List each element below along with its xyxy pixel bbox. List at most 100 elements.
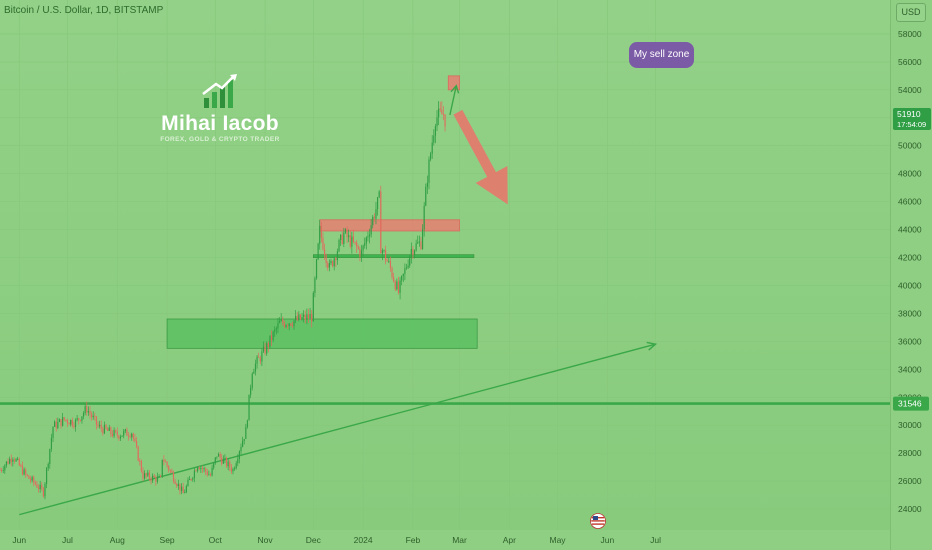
candle-body (107, 428, 109, 431)
candle-body (335, 258, 337, 261)
candle-body (360, 250, 363, 257)
candle-body (166, 461, 168, 467)
candle-body (201, 467, 204, 469)
candle-body (418, 241, 420, 243)
candle-body (217, 453, 220, 457)
candle-body (401, 276, 403, 281)
candle-body (425, 186, 427, 206)
candle-body (216, 456, 218, 458)
candle-body (76, 418, 78, 420)
candle-body (197, 467, 199, 472)
candle-body (248, 394, 250, 421)
candle-body (86, 406, 88, 413)
candle-body (306, 314, 308, 320)
candle-body (314, 278, 316, 293)
candle-body (211, 467, 213, 476)
y-tick-label: 30000 (898, 420, 922, 430)
candle-body (37, 487, 40, 490)
candle-body (282, 319, 284, 324)
candle-body (49, 449, 51, 464)
candle-body (0, 469, 1, 471)
candle-body (299, 314, 302, 320)
candle-body (311, 314, 313, 322)
y-tick-label: 42000 (898, 253, 922, 263)
candle-body (365, 237, 367, 244)
candle-body (420, 241, 422, 249)
candle-body (60, 419, 62, 426)
candle-body (386, 260, 388, 262)
candle-body (94, 415, 96, 417)
level-price-tag: 31546 (893, 396, 929, 411)
candle-body (357, 246, 359, 249)
sell-zone-label[interactable]: My sell zone (629, 42, 694, 68)
candle-body (28, 475, 30, 479)
y-tick-label: 34000 (898, 364, 922, 374)
candle-body (33, 477, 35, 483)
axes: Jun Jul Aug Sep Oct Nov Dec 2024 Feb Mar Apr May Jun… (12, 29, 931, 545)
candle-body (20, 465, 22, 467)
candle-body (277, 323, 279, 329)
candle-body (221, 457, 223, 464)
candle-body (330, 261, 332, 264)
candle-body (319, 225, 321, 244)
candle-body (116, 431, 118, 436)
candle-body (325, 255, 327, 264)
candle-body (264, 346, 266, 354)
candle-body (383, 250, 385, 251)
x-tick-label: Mar (452, 535, 467, 545)
candle-body (102, 428, 104, 434)
candle-body (205, 468, 207, 472)
candle-body (288, 323, 290, 326)
candle-body (82, 413, 85, 417)
candle-body (412, 248, 414, 256)
candle-body (404, 268, 406, 274)
candle-body (262, 346, 265, 352)
candle-body (354, 241, 356, 243)
candle-body (131, 433, 133, 438)
zone-resistance-zone (319, 219, 460, 232)
candle-body (356, 242, 358, 247)
candle-body (364, 243, 366, 246)
candle-body (177, 483, 179, 487)
candle-body (17, 458, 19, 460)
us-flag-icon[interactable] (590, 513, 606, 529)
candle-body (36, 484, 38, 488)
candle-body (409, 256, 411, 266)
candle-body (118, 435, 120, 439)
x-tick-label: Sep (160, 535, 175, 545)
candle-body (225, 457, 228, 467)
candle-body (341, 234, 343, 244)
x-tick-label: Feb (406, 535, 421, 545)
big-down-arrow (453, 109, 508, 205)
chart-growth-icon (202, 74, 237, 108)
candle-body (338, 240, 340, 252)
candle-body (57, 421, 59, 429)
candle-body (331, 261, 334, 267)
level-price-bg (893, 396, 929, 411)
candle-body (291, 325, 294, 327)
candle-body (142, 471, 144, 479)
candle-body (417, 242, 419, 244)
candle-body (399, 280, 401, 293)
candle-body (344, 229, 347, 233)
x-tick-label: 2024 (354, 535, 373, 545)
candle-body (213, 462, 215, 468)
candle-body (163, 459, 165, 462)
candle-body (372, 216, 374, 226)
candle-body (389, 261, 392, 269)
candle-body (127, 435, 130, 437)
candle-body (192, 478, 194, 480)
candle-body (394, 281, 396, 290)
candle-body (266, 343, 268, 354)
candle-body (237, 458, 239, 464)
candle-body (145, 473, 147, 476)
candle-body (179, 483, 181, 491)
currency-selector[interactable]: USD (896, 3, 926, 22)
candle-body (132, 433, 134, 439)
price-scale[interactable] (890, 0, 932, 550)
candle-body (139, 460, 141, 462)
candle-body (113, 430, 115, 437)
candle-body (115, 430, 117, 432)
candle-body (148, 472, 151, 479)
